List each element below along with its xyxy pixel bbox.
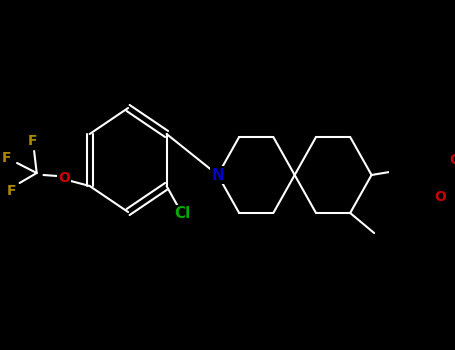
- Text: F: F: [2, 151, 11, 165]
- Text: O: O: [58, 171, 70, 185]
- Text: F: F: [6, 184, 16, 198]
- Text: F: F: [28, 134, 37, 148]
- Text: O: O: [434, 190, 446, 204]
- Text: O: O: [449, 153, 455, 167]
- Text: Cl: Cl: [174, 206, 190, 222]
- Text: N: N: [212, 168, 224, 182]
